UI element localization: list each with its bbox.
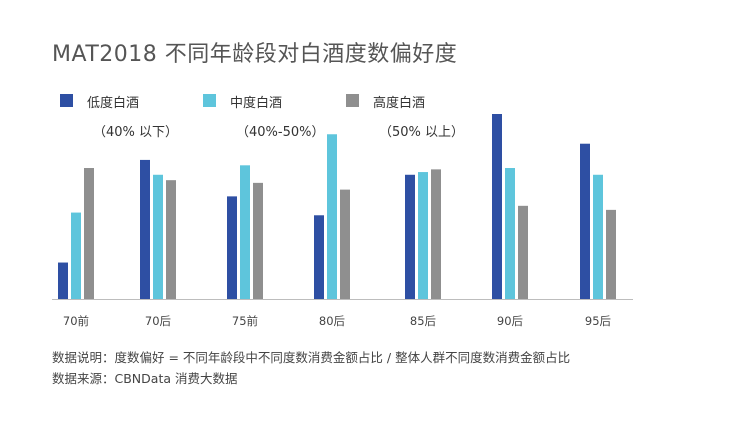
bar-5-2 [418, 172, 428, 299]
bar-7-1 [580, 143, 590, 299]
bar-6-3 [518, 205, 528, 299]
bar-4-3 [340, 189, 350, 299]
legend-swatch-mid [203, 94, 216, 107]
legend-label-mid: 中度白酒 [230, 96, 283, 111]
bar-3-2 [240, 165, 250, 299]
bar-2-2 [153, 174, 163, 299]
x-tick-label: 85后 [410, 314, 436, 328]
legend-label-low: 低度白酒 [87, 96, 140, 111]
data-source: 数据来源：CBNData 消费大数据 [52, 371, 238, 386]
legend-range-high: （50% 以上） [379, 125, 465, 140]
x-tick-label: 95后 [585, 314, 611, 328]
bar-1-3 [84, 168, 94, 299]
bar-6-1 [492, 114, 502, 299]
legend-range-low: （40% 以下） [93, 125, 179, 140]
bar-5-3 [431, 169, 441, 299]
x-tick-label: 70前 [63, 314, 89, 328]
bar-7-3 [606, 209, 616, 299]
chart-title: MAT2018 不同年龄段对白酒度数偏好度 [52, 42, 458, 67]
x-tick-label: 75前 [232, 314, 258, 328]
bar-2-3 [166, 180, 176, 299]
bar-4-1 [314, 215, 324, 299]
bar-3-1 [227, 196, 237, 299]
bar-3-3 [253, 182, 263, 299]
bar-1-2 [71, 212, 81, 299]
legend-swatch-low [60, 94, 73, 107]
bar-1-1 [58, 262, 68, 299]
bar-6-2 [505, 168, 515, 299]
legend-swatch-high [346, 94, 359, 107]
legend-label-high: 高度白酒 [373, 96, 426, 111]
x-tick-label: 80后 [319, 314, 345, 328]
bar-4-2 [327, 134, 337, 299]
bar-2-1 [140, 159, 150, 299]
data-note: 数据说明：度数偏好 = 不同年龄段中不同度数消费金额占比 / 整体人群不同度数消… [52, 350, 571, 365]
x-tick-label: 90后 [497, 314, 523, 328]
bar-5-1 [405, 174, 415, 299]
x-tick-label: 70后 [145, 314, 171, 328]
legend-range-mid: （40%-50%） [236, 125, 325, 140]
bar-7-2 [593, 174, 603, 299]
